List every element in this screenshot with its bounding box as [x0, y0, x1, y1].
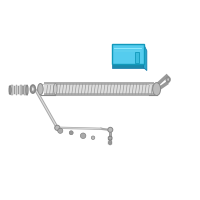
Ellipse shape — [55, 125, 60, 130]
Ellipse shape — [80, 133, 86, 139]
Ellipse shape — [26, 85, 28, 95]
FancyBboxPatch shape — [26, 86, 28, 94]
Polygon shape — [112, 64, 144, 68]
FancyBboxPatch shape — [16, 85, 17, 95]
FancyBboxPatch shape — [109, 132, 111, 137]
Ellipse shape — [58, 128, 63, 133]
FancyBboxPatch shape — [9, 86, 11, 94]
Ellipse shape — [38, 84, 43, 95]
FancyBboxPatch shape — [14, 86, 15, 94]
FancyBboxPatch shape — [20, 85, 22, 95]
Ellipse shape — [166, 77, 170, 83]
Polygon shape — [109, 139, 112, 142]
Ellipse shape — [9, 86, 11, 94]
FancyBboxPatch shape — [11, 85, 13, 95]
FancyBboxPatch shape — [24, 85, 26, 95]
Ellipse shape — [153, 83, 161, 96]
FancyBboxPatch shape — [18, 86, 19, 94]
FancyBboxPatch shape — [22, 86, 24, 94]
Ellipse shape — [32, 87, 34, 92]
Ellipse shape — [109, 141, 112, 145]
FancyBboxPatch shape — [112, 44, 144, 64]
Polygon shape — [144, 44, 147, 71]
Ellipse shape — [54, 84, 57, 95]
FancyBboxPatch shape — [135, 52, 139, 63]
Ellipse shape — [108, 127, 113, 132]
Ellipse shape — [69, 131, 73, 135]
Ellipse shape — [91, 136, 95, 140]
Polygon shape — [108, 136, 112, 140]
